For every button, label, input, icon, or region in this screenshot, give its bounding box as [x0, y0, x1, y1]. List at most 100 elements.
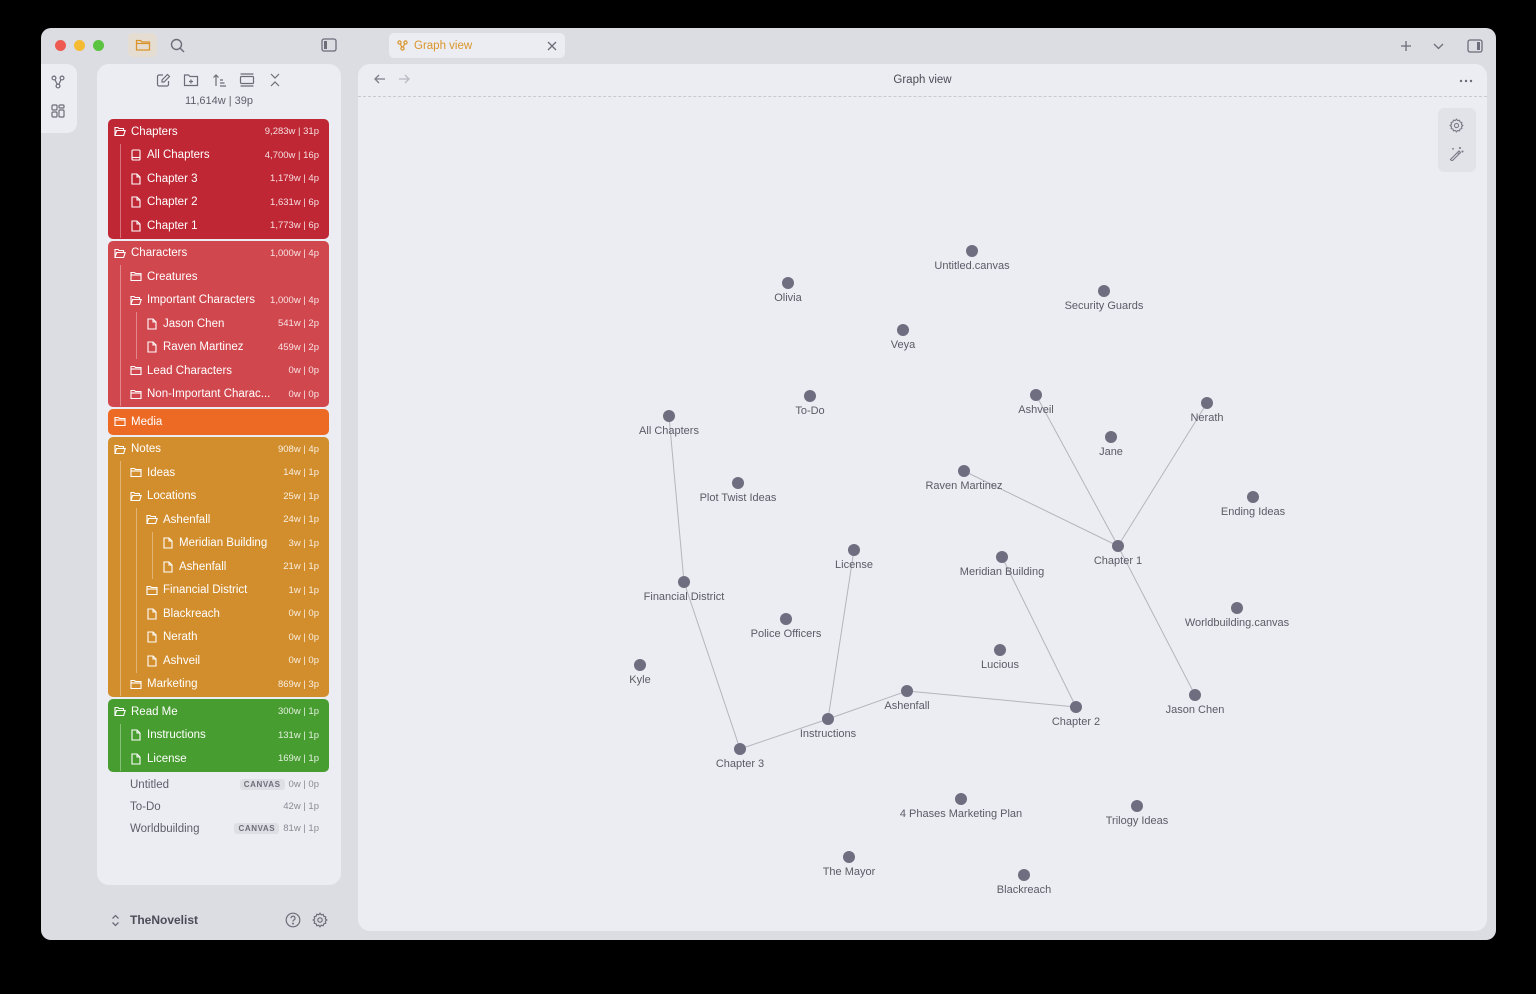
more-options-button[interactable] — [1459, 70, 1473, 86]
file-explorer-button[interactable] — [128, 33, 157, 57]
file-type-badge: CANVAS — [239, 779, 285, 790]
tab-graph-view[interactable]: Graph view — [389, 33, 565, 58]
folder-item[interactable]: Media — [108, 410, 329, 434]
graph-node-trilogy-ideas[interactable] — [1131, 800, 1143, 812]
minimize-window-button[interactable] — [74, 40, 85, 51]
folder-item[interactable]: Marketing 869w | 3p — [108, 672, 329, 696]
graph-edge — [1035, 394, 1119, 547]
graph-node-lucious[interactable] — [994, 644, 1006, 656]
folder-item[interactable]: Non-Important Charac... 0w | 0p — [108, 382, 329, 406]
graph-node-chapter-2[interactable] — [1070, 701, 1082, 713]
search-button[interactable] — [165, 33, 189, 57]
tab-list-button[interactable] — [1427, 35, 1449, 57]
file-type-badge: CANVAS — [234, 823, 280, 834]
graph-node-label: Olivia — [774, 292, 802, 304]
graph-edge — [1117, 402, 1208, 547]
new-folder-button[interactable] — [183, 72, 199, 88]
graph-node-jason-chen[interactable] — [1189, 689, 1201, 701]
graph-canvas[interactable]: Untitled.canvas Olivia Security Guards Veya… — [358, 64, 1487, 931]
folder-item[interactable]: Ashenfall 24w | 1p — [108, 508, 329, 532]
folder-item[interactable]: Important Characters 1,000w | 4p — [108, 288, 329, 312]
vault-switcher[interactable]: TheNovelist — [111, 913, 198, 927]
file-item[interactable]: Jason Chen 541w | 2p — [108, 312, 329, 336]
file-item[interactable]: Ashenfall 21w | 1p — [108, 555, 329, 579]
file-item[interactable]: Instructions 131w | 1p — [108, 723, 329, 747]
file-item[interactable]: Nerath 0w | 0p — [108, 625, 329, 649]
folder-item[interactable]: Notes 908w | 4p — [108, 438, 329, 462]
graph-node-ashveil[interactable] — [1030, 389, 1042, 401]
new-note-button[interactable] — [155, 72, 171, 88]
word-count: 24w | 1p — [283, 514, 319, 526]
forward-button[interactable] — [398, 73, 410, 85]
collapse-all-button[interactable] — [267, 72, 283, 88]
indent-guide — [136, 335, 137, 359]
zoom-window-button[interactable] — [93, 40, 104, 51]
graph-node-untitled-canvas[interactable] — [966, 245, 978, 257]
graph-node-plot-twist-ideas[interactable] — [732, 477, 744, 489]
toggle-right-sidebar-button[interactable] — [1464, 35, 1486, 57]
file-item[interactable]: Blackreach 0w | 0p — [108, 602, 329, 626]
item-name: Financial District — [163, 584, 248, 597]
folder-item[interactable]: Read Me 300w | 1p — [108, 700, 329, 724]
open-graph-view-button[interactable] — [51, 75, 65, 89]
graph-node-ending-ideas[interactable] — [1247, 491, 1259, 503]
back-button[interactable] — [374, 73, 386, 85]
word-count: 42w | 1p — [283, 801, 319, 812]
file-item[interactable]: To-Do 42w | 1p — [108, 796, 329, 818]
file-item[interactable]: Chapter 1 1,773w | 6p — [108, 214, 329, 238]
sort-button[interactable] — [211, 72, 227, 88]
settings-button[interactable] — [312, 912, 328, 928]
new-tab-button[interactable] — [1395, 35, 1417, 57]
graph-node-nerath[interactable] — [1201, 397, 1213, 409]
file-item[interactable]: Untitled CANVAS 0w | 0p — [108, 774, 329, 796]
file-item[interactable]: Ashveil 0w | 0p — [108, 649, 329, 673]
graph-node-kyle[interactable] — [634, 659, 646, 671]
graph-node-police-officers[interactable] — [780, 613, 792, 625]
animate-graph-button[interactable] — [1449, 146, 1464, 161]
file-item[interactable]: Meridian Building 3w | 1p — [108, 531, 329, 555]
file-item[interactable]: All Chapters 4,700w | 16p — [108, 143, 329, 167]
graph-node-label: The Mayor — [822, 866, 876, 878]
folder-item[interactable]: Chapters 9,283w | 31p — [108, 120, 329, 144]
folder-item[interactable]: Ideas 14w | 1p — [108, 461, 329, 485]
file-item[interactable]: Chapter 3 1,179w | 4p — [108, 167, 329, 191]
graph-settings-button[interactable] — [1449, 118, 1464, 133]
auto-reveal-button[interactable] — [239, 72, 255, 88]
file-item[interactable]: License 169w | 1p — [108, 747, 329, 771]
graph-node-license[interactable] — [848, 544, 860, 556]
folder-item[interactable]: Creatures — [108, 265, 329, 289]
graph-node-instructions[interactable] — [822, 713, 834, 725]
graph-node-four-phases-marketing-plan[interactable] — [955, 793, 967, 805]
file-item[interactable]: Chapter 2 1,631w | 6p — [108, 190, 329, 214]
close-tab-button[interactable] — [547, 41, 557, 51]
item-name: Ashveil — [163, 654, 201, 667]
graph-node-raven-martinez[interactable] — [958, 465, 970, 477]
graph-node-olivia[interactable] — [782, 277, 794, 289]
graph-node-chapter-1[interactable] — [1112, 540, 1124, 552]
graph-node-worldbuilding-canvas[interactable] — [1231, 602, 1243, 614]
graph-node-ashenfall[interactable] — [901, 685, 913, 697]
graph-node-security-guards[interactable] — [1098, 285, 1110, 297]
graph-node-financial-district[interactable] — [678, 576, 690, 588]
open-canvas-button[interactable] — [51, 104, 65, 118]
file-item[interactable]: Raven Martinez 459w | 2p — [108, 335, 329, 359]
graph-node-to-do[interactable] — [804, 390, 816, 402]
graph-node-chapter-3[interactable] — [734, 743, 746, 755]
file-item[interactable]: Worldbuilding CANVAS 81w | 1p — [108, 818, 329, 840]
graph-node-the-mayor[interactable] — [843, 851, 855, 863]
graph-node-meridian-building[interactable] — [996, 551, 1008, 563]
folder-item[interactable]: Lead Characters 0w | 0p — [108, 359, 329, 383]
close-window-button[interactable] — [55, 40, 66, 51]
graph-node-blackreach[interactable] — [1018, 869, 1030, 881]
auto-reveal-icon — [239, 73, 255, 87]
folder-open-icon — [114, 247, 126, 259]
toggle-left-sidebar-button[interactable] — [317, 33, 341, 57]
folder-item[interactable]: Locations 25w | 1p — [108, 484, 329, 508]
graph-node-jane[interactable] — [1105, 431, 1117, 443]
folder-icon — [135, 39, 150, 51]
help-button[interactable] — [285, 912, 301, 928]
graph-node-all-chapters[interactable] — [663, 410, 675, 422]
folder-item[interactable]: Financial District 1w | 1p — [108, 578, 329, 602]
graph-node-veya[interactable] — [897, 324, 909, 336]
folder-item[interactable]: Characters 1,000w | 4p — [108, 242, 329, 266]
